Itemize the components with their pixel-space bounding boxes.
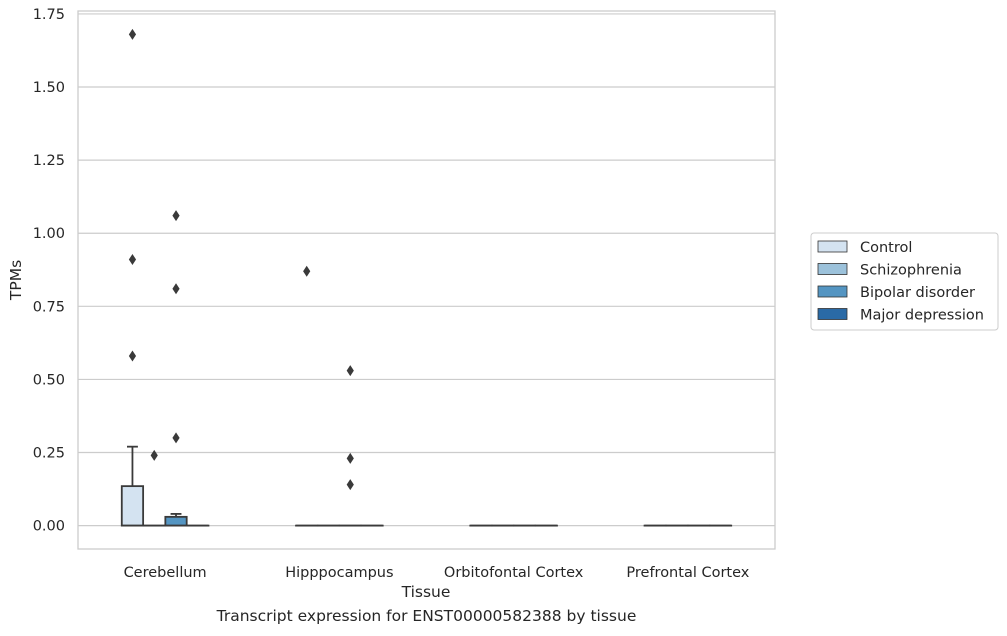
x-tick-label: Prefrontal Cortex — [626, 565, 749, 581]
outlier-point — [172, 432, 180, 444]
box-control — [120, 28, 145, 527]
y-tick-label: 0.00 — [33, 519, 65, 535]
box-series — [120, 28, 733, 527]
legend-label: Bipolar disorder — [860, 285, 975, 301]
grid-lines — [78, 13, 775, 527]
outlier-point — [346, 365, 354, 377]
legend-swatch — [817, 240, 848, 253]
y-tick-labels: 0.00 0.25 0.50 0.75 1.00 1.25 1.50 1.75 — [33, 7, 65, 535]
outlier-point — [128, 254, 137, 266]
y-axis-title: TPMs — [7, 260, 25, 301]
legend-swatch — [817, 263, 848, 275]
y-tick-label: 0.50 — [33, 372, 65, 388]
legend-label: Schizophrenia — [860, 263, 962, 279]
outlier-point — [128, 28, 137, 40]
legend-frame — [810, 232, 999, 331]
y-tick-label: 1.50 — [33, 80, 65, 96]
x-axis-title: Tissue — [401, 583, 451, 601]
outlier-point — [303, 265, 311, 277]
legend-swatch — [817, 308, 848, 320]
x-tick-label: Hipppocampus — [285, 565, 393, 581]
box-body — [164, 515, 188, 527]
plot-frame — [77, 10, 776, 550]
outlier-point — [172, 283, 180, 295]
legend-entries: Control Schizophrenia Bipolar disorder Majo… — [817, 240, 984, 324]
box-schizophrenia — [142, 449, 166, 527]
y-tick-label: 1.75 — [33, 7, 65, 23]
box-body — [120, 485, 145, 527]
x-tick-label: Orbitofontal Cortex — [444, 565, 584, 581]
y-tick-label: 0.25 — [33, 446, 65, 462]
box-control — [295, 265, 319, 527]
y-tick-label: 1.25 — [33, 153, 65, 169]
x-tick-labels: Cerebellum Hipppocampus Orbitofontal Corte… — [124, 565, 750, 581]
outlier-point — [150, 449, 158, 461]
y-tick-label: 1.00 — [33, 226, 65, 242]
legend-label: Major depression — [860, 308, 984, 324]
chart-caption: Transcript expression for ENST0000058238… — [216, 607, 637, 625]
legend-label: Control — [860, 240, 912, 256]
box-bipolar-disorder — [338, 365, 362, 527]
y-tick-label: 0.75 — [33, 299, 65, 315]
outlier-point — [346, 479, 354, 491]
outlier-point — [172, 210, 180, 222]
box-bipolar-disorder — [164, 210, 188, 527]
x-tick-label: Cerebellum — [124, 565, 207, 581]
legend: Control Schizophrenia Bipolar disorder Majo… — [810, 232, 999, 331]
outlier-point — [346, 452, 354, 464]
outlier-point — [128, 350, 137, 362]
legend-swatch — [817, 285, 848, 298]
